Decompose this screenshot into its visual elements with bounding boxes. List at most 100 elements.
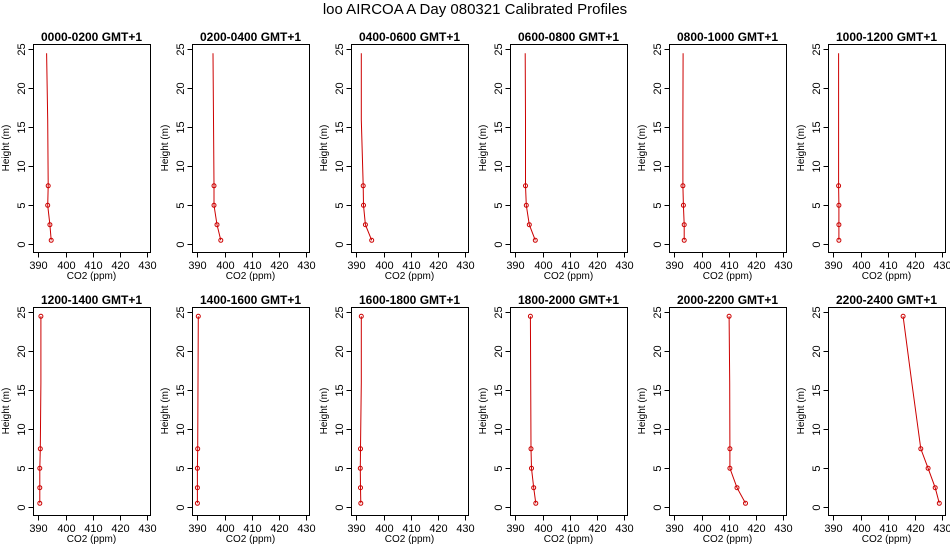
x-tick-label: 420 [588,260,606,272]
y-tick-label: 15 [175,384,187,396]
y-tick-label: 25 [16,306,28,318]
data-point [743,500,748,506]
profile-line [529,316,537,504]
y-tick-label: 25 [175,306,187,318]
page-title: loo AIRCOA A Day 080321 Calibrated Profi… [322,1,628,18]
y-tick-label: 25 [811,43,823,55]
plot-frame [828,44,946,253]
y-tick-label: 25 [652,43,664,55]
profile-line [46,53,52,241]
plot-frame [669,307,787,516]
y-tick-label: 10 [493,423,505,435]
data-point [194,485,200,491]
y-tick-label: 25 [334,306,346,318]
y-tick-label: 5 [175,465,187,471]
y-tick-label: 0 [652,241,664,247]
x-tick-label: 420 [270,260,288,272]
x-tick-label: 410 [243,260,261,272]
x-tick-label: 430 [774,523,792,535]
y-tick-label: 5 [16,465,28,471]
data-point [734,485,740,491]
x-tick-label: 430 [297,260,315,272]
y-tick-label: 15 [493,384,505,396]
y-tick-label: 10 [652,423,664,435]
plot-frame [828,307,946,516]
y-tick-label: 20 [493,82,505,94]
x-tick-label: 400 [693,523,711,535]
x-tick-label: 410 [879,523,897,535]
data-point [358,313,364,319]
x-tick-label: 400 [216,260,234,272]
plot-frame [192,44,310,253]
y-tick-label: 10 [175,423,187,435]
y-tick-label: 10 [16,160,28,172]
x-tick-label: 420 [111,523,129,535]
y-tick-label: 0 [493,241,505,247]
y-tick-label: 25 [652,306,664,318]
data-point [37,500,43,506]
data-point [836,202,842,208]
plot-frame [192,307,310,516]
data-point [925,465,931,471]
data-point [38,313,44,319]
y-tick-label: 20 [175,82,187,94]
x-tick-label: 390 [506,260,524,272]
y-axis-label: Height (m) [1,125,12,172]
profile-line [682,53,685,241]
profile-line [524,53,536,241]
x-tick-label: 400 [852,260,870,272]
y-tick-label: 15 [652,384,664,396]
x-axis-label: CO2 (ppm) [544,271,593,282]
data-point [727,446,733,452]
y-tick-label: 0 [334,504,346,510]
x-tick-label: 430 [933,523,950,535]
y-tick-label: 10 [811,160,823,172]
data-point [358,446,363,452]
x-axis-label: CO2 (ppm) [226,271,275,282]
data-point [531,485,537,491]
panel-title: 2000-2200 GMT+1 [677,293,778,307]
x-tick-label: 410 [243,523,261,535]
x-tick-label: 420 [906,523,924,535]
profile-panel: 1000-1200 GMT+1 390 400 410 420 430 0 5 10 15 20 25… [796,30,950,282]
y-tick-label: 20 [334,345,346,357]
profile-panel: 0000-0200 GMT+1 390 400 410 420 430 0 5 10 15 20 25… [1,30,157,282]
data-point [532,237,538,243]
panel-title: 1200-1400 GMT+1 [41,293,142,307]
data-point [369,237,375,243]
y-tick-label: 20 [175,345,187,357]
data-point [37,446,43,452]
y-tick-label: 15 [811,121,823,133]
x-tick-label: 400 [852,523,870,535]
data-point [195,313,201,319]
y-tick-label: 15 [334,121,346,133]
panel-title: 0600-0800 GMT+1 [518,30,619,44]
data-point [361,202,366,208]
y-tick-label: 20 [493,345,505,357]
profile-panel: 0400-0600 GMT+1 390 400 410 420 430 0 5 10 15 20 25… [319,30,475,282]
data-point [194,465,200,471]
x-tick-label: 390 [29,523,47,535]
data-point [45,183,51,189]
x-tick-label: 400 [534,260,552,272]
y-tick-label: 0 [493,504,505,510]
y-axis-label: Height (m) [637,125,648,172]
x-tick-label: 430 [774,260,792,272]
data-point [836,222,842,228]
y-tick-label: 0 [334,241,346,247]
y-tick-label: 25 [16,43,28,55]
x-tick-label: 400 [375,260,393,272]
profile-line [196,316,199,504]
y-tick-label: 15 [652,121,664,133]
y-axis-label: Height (m) [796,125,807,172]
panel-title: 0200-0400 GMT+1 [200,30,301,44]
y-tick-label: 10 [16,423,28,435]
y-tick-label: 20 [16,82,28,94]
profile-panel: 2200-2400 GMT+1 390 400 410 420 430 0 5 10 15 20 25… [796,293,950,545]
profile-panel: 1400-1600 GMT+1 390 400 410 420 430 0 5 10 15 20 25… [160,293,316,545]
data-point [526,222,532,228]
y-tick-label: 5 [16,202,28,208]
data-point [727,465,733,471]
x-tick-label: 410 [402,523,420,535]
